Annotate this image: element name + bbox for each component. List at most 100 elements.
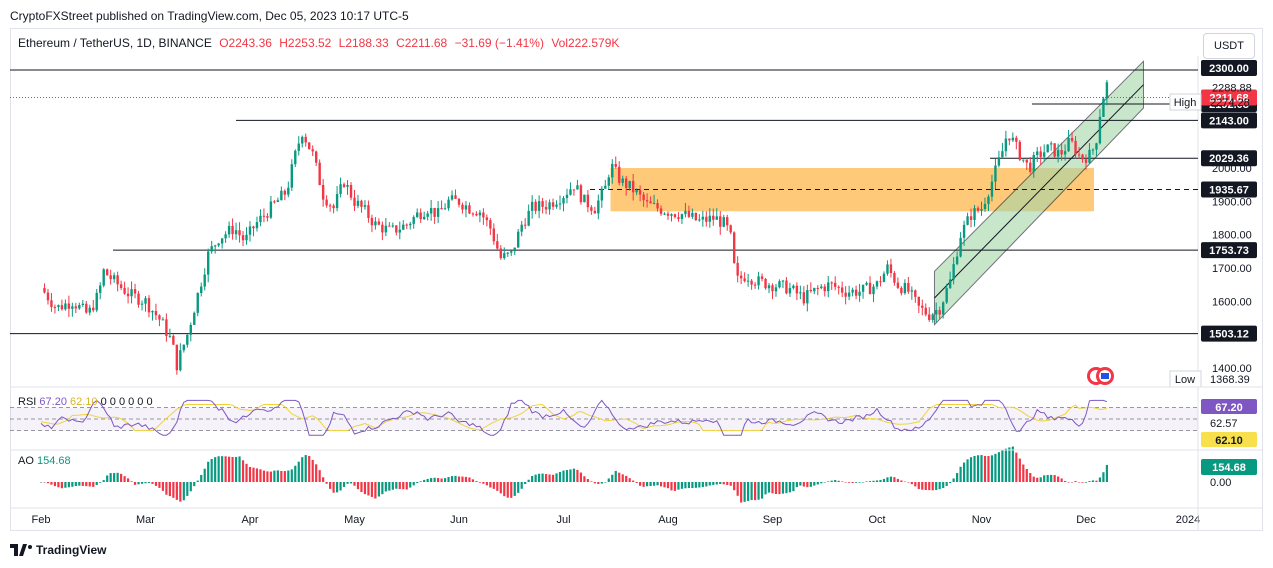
ao-bar <box>513 482 516 496</box>
candle-body <box>997 157 1001 166</box>
candle-body <box>151 311 154 313</box>
candle-body <box>900 287 903 294</box>
candle-body <box>172 335 175 345</box>
ao-bar <box>356 482 360 490</box>
candle-body <box>419 212 422 220</box>
ao-bar <box>841 481 844 482</box>
ao-bar <box>172 482 175 498</box>
ao-bar <box>551 474 555 482</box>
candle-body <box>196 293 199 313</box>
last-price-tag <box>1201 89 1257 106</box>
ao-bar <box>726 482 729 485</box>
candle-body <box>750 280 753 285</box>
candle-body <box>377 221 381 225</box>
candle-body <box>607 177 610 186</box>
ao-bar <box>433 477 436 482</box>
ao-bar <box>607 478 610 482</box>
ao-bar <box>1015 452 1018 482</box>
last-price-label: 2211.68 <box>1209 92 1248 104</box>
ao-bar <box>437 478 440 482</box>
candle-body <box>1070 137 1074 141</box>
level-tag-label: 1935.67 <box>1209 184 1249 196</box>
candle-body <box>823 286 826 292</box>
candle-body <box>454 195 457 199</box>
ao-bar <box>349 482 353 484</box>
candle-body <box>294 150 297 165</box>
ao-bar <box>956 473 959 482</box>
ao-bar <box>308 455 311 482</box>
level-tag <box>1201 242 1257 259</box>
ao-bar <box>46 482 50 484</box>
ao-bar <box>1060 478 1063 482</box>
ao-bar <box>719 482 722 485</box>
ao-bar <box>179 482 182 502</box>
ohlc-legend: Ethereum / TetherUS, 1D, BINANCE O2243.3… <box>18 36 623 50</box>
candle-body <box>666 213 670 216</box>
candle-body <box>635 190 638 193</box>
candle-body <box>133 289 137 294</box>
ao-bar <box>391 482 394 490</box>
candle-body <box>339 184 342 194</box>
candle-body <box>179 350 182 371</box>
candle-body <box>395 225 398 233</box>
ao-bar <box>670 482 673 491</box>
ascending-channel <box>933 60 1144 326</box>
candle-body <box>910 290 914 292</box>
level-tag <box>1201 150 1257 167</box>
candle-body <box>851 289 854 293</box>
candle-body <box>224 234 227 239</box>
candle-body <box>475 213 478 216</box>
currency-button[interactable]: USDT <box>1203 33 1255 59</box>
ao-bar <box>646 482 649 487</box>
candle-body <box>1088 149 1091 163</box>
rsi-legend: RSI 67.20 62.10 0 0 0 0 0 0 <box>18 396 153 408</box>
candle-body <box>746 280 750 282</box>
candle-body <box>719 216 722 227</box>
ao-bar <box>457 476 461 482</box>
candle-body <box>297 143 300 151</box>
ao-bar <box>666 482 670 489</box>
ao-bar <box>203 468 206 482</box>
event-flags-icon[interactable] <box>1085 365 1117 387</box>
ao-bar <box>74 482 77 486</box>
candle-body <box>471 213 475 215</box>
candle-body <box>1063 151 1067 155</box>
candle-body <box>241 235 245 241</box>
candle-body <box>586 194 590 208</box>
candle-body <box>562 198 565 204</box>
ao-bar <box>443 478 447 482</box>
ao-bar <box>92 482 95 487</box>
x-tick-label: Aug <box>658 514 678 526</box>
candle-body <box>71 306 74 309</box>
candle-body <box>457 198 461 205</box>
ao-bar <box>165 482 168 495</box>
ao-bar <box>221 456 224 482</box>
candle-body <box>189 324 192 335</box>
rsi-tag-label: 67.20 <box>1215 402 1243 414</box>
candle-body <box>1022 159 1025 161</box>
ao-bar <box>217 456 220 482</box>
ao-bar <box>1004 448 1007 482</box>
ao-bar <box>597 482 600 484</box>
ao-bar <box>924 482 927 491</box>
ao-bar <box>893 477 896 482</box>
ao-bar <box>492 482 495 489</box>
candle-body <box>318 162 321 186</box>
ao-bar <box>691 482 694 488</box>
ao-bar <box>1043 475 1046 482</box>
candle-body <box>726 217 729 226</box>
candle-body <box>1081 154 1084 160</box>
candle-body <box>144 298 147 304</box>
candle-body <box>548 202 551 210</box>
candle-body <box>973 208 976 220</box>
candle-body <box>436 208 440 217</box>
ao-bar <box>116 472 119 482</box>
ao-bar <box>980 455 983 482</box>
candle-body <box>611 163 614 178</box>
ao-bar <box>900 480 903 482</box>
ao-bar <box>137 482 140 485</box>
high-value: 2274.28 <box>1210 97 1250 109</box>
ao-bar <box>419 481 422 482</box>
ao-bar <box>461 476 464 482</box>
